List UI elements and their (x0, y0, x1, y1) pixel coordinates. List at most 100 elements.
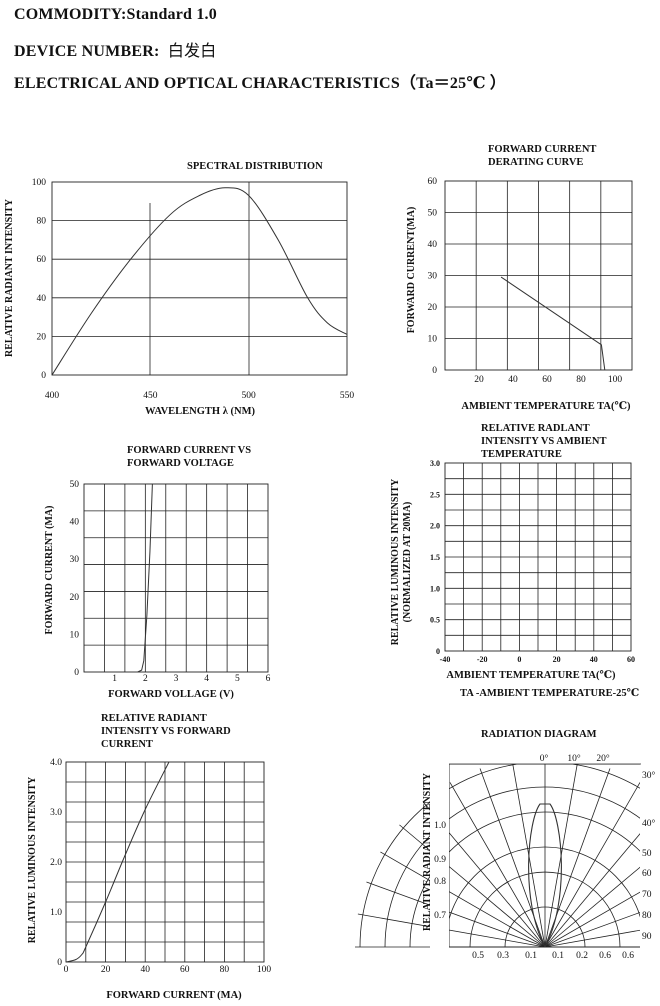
radiation-spoke (380, 851, 546, 948)
temp_intensity-xlabel: AMBIENT TEMPERATURE TA(℃) (446, 670, 616, 681)
iv-xtick-label: 6 (266, 674, 271, 684)
temp_intensity-xtick-label: -20 (477, 655, 488, 664)
spectral-xtick-label: 550 (340, 391, 355, 401)
temp_intensity-xtick-label: 0 (517, 655, 521, 664)
temp_intensity-ytick-label: 2.5 (430, 490, 440, 499)
spectral-ytick-label: 100 (32, 178, 47, 188)
radiation-ylabel: RELATIVE RADIANT INTENSITY (422, 772, 433, 931)
radiation-spoke (399, 824, 546, 948)
temp_intensity-ytick-label: 0.5 (430, 616, 440, 625)
derating-ytick-label: 20 (428, 303, 438, 313)
iv-ytick-label: 30 (70, 555, 80, 565)
temp_intensity-xtick-label: 60 (627, 655, 635, 664)
radiation-spoke (544, 926, 660, 948)
iv-ytick-label: 0 (74, 668, 79, 678)
iv-xtick-label: 5 (235, 674, 240, 684)
radiation-radial-label: 0.7 (434, 911, 446, 921)
derating-ytick-label: 30 (428, 272, 438, 282)
radiation-angle-label: 70 (642, 890, 652, 900)
iv-ytick-label: 10 (70, 630, 80, 640)
spectral-chart: 0 20 40 60 80 100 400 450 500 550 SPECTRAL DISTRIB… (4, 161, 354, 417)
radiation-spoke (544, 849, 660, 948)
iv-xtick-label: 1 (112, 674, 117, 684)
radiation-radial-label: 1.0 (434, 821, 446, 831)
iv-xtick-label: 3 (174, 674, 179, 684)
if_intensity-title: INTENSITY VS FORWARD (101, 726, 231, 737)
device-number-value: 白发白 (167, 41, 217, 60)
if_intensity-curve (65, 761, 170, 963)
if_intensity-title: CURRENT (101, 739, 153, 750)
radiation-spoke (366, 881, 546, 948)
derating-ytick-label: 50 (428, 209, 438, 219)
radiation-angle-label: 60 (642, 869, 652, 879)
if_intensity-xtick-label: 100 (257, 965, 272, 975)
temp_intensity-xtick-label: -40 (440, 655, 451, 664)
spectral-ylabel: RELATIVE RADIANT INTENSITY (4, 198, 15, 357)
iv-title: FORWARD VOLTAGE (127, 458, 234, 469)
spectral-xtick-label: 500 (242, 391, 257, 401)
radiation-spoke (357, 913, 546, 948)
radiation-bottom-label: 0.5 (472, 951, 484, 961)
if_intensity-ytick-label: 4.0 (50, 758, 62, 768)
radiation-bottom-label: 0.2 (576, 951, 588, 961)
radiation-bottom-label: 0.1 (552, 951, 564, 961)
spectral-ytick-label: 80 (37, 217, 47, 227)
temp_intensity-title: INTENSITY VS AMBIENT (481, 436, 606, 447)
derating-title: DERATING CURVE (488, 157, 583, 168)
iv-title: FORWARD CURRENT VS (127, 445, 251, 456)
temp_intensity-xtick-label: 20 (553, 655, 561, 664)
radiation-spoke (449, 782, 546, 948)
derating-xtick-label: 40 (508, 375, 518, 385)
if_intensity-xtick-label: 0 (64, 965, 69, 975)
radiation-chart: RADIATION DIAGRAM RELATIVE RADIANT INTENS… (355, 729, 660, 961)
if_intensity-ytick-label: 2.0 (50, 858, 62, 868)
radiation-angle-label: 10° (567, 753, 581, 764)
derating-ylabel: FORWARD CURRENT(MA) (406, 207, 417, 334)
radiation-bottom-label: 0.3 (497, 951, 509, 961)
if_intensity-ylabel: RELATIVE LUMINOUS INTENSITY (27, 776, 38, 943)
derating-xtick-label: 60 (542, 375, 552, 385)
spectral-ytick-label: 40 (37, 294, 47, 304)
radiation-spoke (544, 782, 641, 948)
iv-xtick-label: 4 (204, 674, 209, 684)
if_intensity-xtick-label: 20 (101, 965, 111, 975)
radiation-mask (430, 740, 449, 960)
radiation-angle-label: 30° (642, 770, 656, 781)
temp_intensity-ytick-label: 1.5 (430, 553, 440, 562)
derating-title: FORWARD CURRENT (488, 144, 596, 155)
iv-chart: 0 10 20 30 40 50 1 2 3 4 5 6 FORWARD CURRENT VS FORWA… (44, 445, 271, 700)
spectral-ytick-label: 0 (41, 371, 46, 381)
radiation-mask (440, 740, 650, 764)
temp_intensity-ytick-label: 3.0 (430, 459, 440, 468)
if_intensity-ytick-label: 1.0 (50, 908, 62, 918)
derating-chart: 0 10 20 30 40 50 60 20 40 60 80 100 FORWARD CURRENT D… (406, 144, 633, 412)
commodity-label: COMMODITY: (14, 6, 127, 23)
derating-xtick-label: 20 (474, 375, 484, 385)
radiation-bottom-label: 0.6 (599, 951, 611, 961)
device-number-line: DEVICE NUMBER: 白发白 (14, 37, 217, 61)
radiation-radial-label: 0.9 (434, 855, 446, 865)
derating-xtick-label: 100 (608, 375, 623, 385)
temp_intensity-ytick-label: 1.0 (430, 584, 440, 593)
radiation-spoke (544, 880, 660, 948)
if_intensity-chart: 0 1.0 2.0 3.0 4.0 0 20 40 60 80 100 RELATIVE RADIAN… (27, 713, 271, 1001)
derating-ytick-label: 40 (428, 240, 438, 250)
temp_intensity-title: RELATIVE RADLANT (481, 423, 590, 434)
radiation-title: RADIATION DIAGRAM (481, 729, 597, 740)
spectral-xlabel: WAVELENGTH λ (NM) (145, 406, 255, 417)
if_intensity-xtick-label: 60 (180, 965, 190, 975)
if_intensity-ytick-label: 0 (57, 958, 62, 968)
radiation-mask (640, 740, 660, 960)
temp_intensity-ytick-label: 2.0 (430, 522, 440, 531)
radiation-angle-label: 0° (540, 753, 549, 764)
iv-ytick-label: 20 (70, 593, 80, 603)
radiation-bottom-label: 0.6 (622, 951, 634, 961)
derating-ytick-label: 0 (432, 366, 437, 376)
iv-xtick-label: 2 (143, 674, 148, 684)
if_intensity-xtick-label: 80 (220, 965, 230, 975)
if_intensity-xlabel: FORWARD CURRENT (MA) (106, 990, 242, 1001)
temp_intensity-ytick-label: 0 (436, 647, 440, 656)
radiation-angle-label: 20° (596, 753, 610, 764)
derating-ytick-label: 10 (428, 335, 438, 345)
iv-xlabel: FORWARD VOLLAGE (V) (108, 689, 234, 700)
